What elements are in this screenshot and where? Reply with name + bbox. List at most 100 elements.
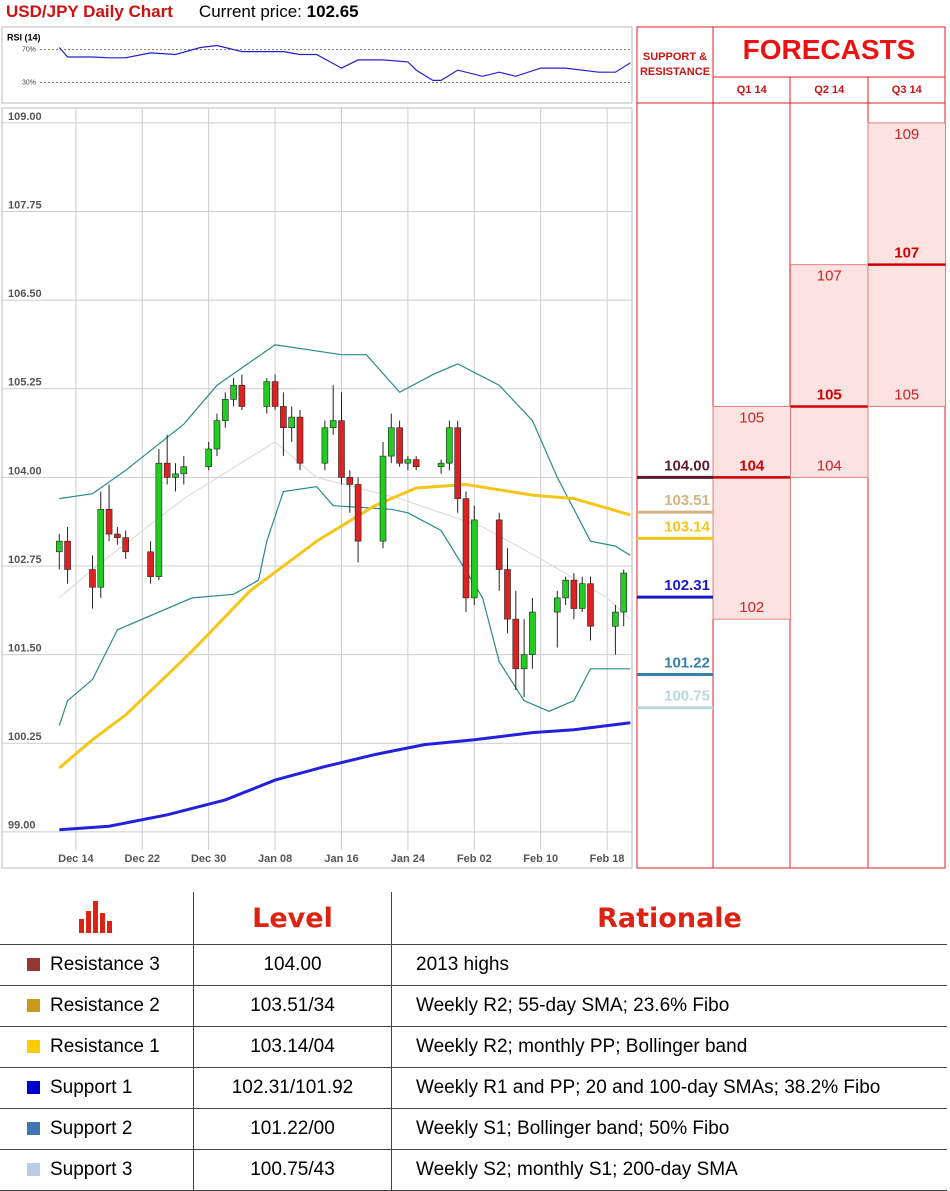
candle-body bbox=[230, 384, 237, 400]
candle-body bbox=[97, 508, 105, 588]
swatch bbox=[27, 1163, 40, 1176]
candle-body bbox=[155, 462, 163, 577]
candle-body bbox=[387, 427, 395, 457]
forecasts-title: FORECASTS bbox=[742, 34, 916, 65]
rsi-line bbox=[58, 44, 631, 81]
price-label: Current price: bbox=[198, 2, 302, 21]
x-tick-label: Jan 24 bbox=[391, 853, 426, 865]
candle-body bbox=[470, 519, 478, 599]
candle-body bbox=[454, 427, 461, 499]
candle-body bbox=[562, 579, 569, 599]
swatch bbox=[27, 958, 40, 971]
candle-body bbox=[263, 381, 271, 407]
forecast-target-label: 107 bbox=[894, 245, 919, 262]
price-frame bbox=[1, 107, 633, 869]
candle-body bbox=[163, 462, 171, 478]
level-name: Support 2 bbox=[50, 1118, 133, 1139]
icon-cell bbox=[0, 892, 194, 945]
x-tick-label: Jan 16 bbox=[324, 853, 358, 865]
swatch bbox=[27, 1122, 40, 1135]
header-cell: Level bbox=[193, 892, 392, 945]
level-cell-text: 102.31/101.92 bbox=[231, 1077, 354, 1098]
candle-body bbox=[64, 540, 71, 570]
levels-table: Level Rationale Resistance 3 104.00 2013 h… bbox=[0, 892, 947, 1191]
forecast-range bbox=[790, 264, 869, 478]
level-name: Resistance 3 bbox=[50, 954, 160, 975]
level-cell: 102.31/101.92 bbox=[193, 1067, 392, 1109]
forecast-target-label: 104 bbox=[739, 457, 765, 474]
header-cell: Rationale bbox=[391, 892, 947, 945]
current-price: 102.65 bbox=[306, 2, 359, 21]
rsi-frame bbox=[1, 26, 633, 104]
period-label: Q1 14 bbox=[737, 84, 768, 96]
levels-title: SUPPORT & RESISTANCE bbox=[639, 51, 711, 78]
candle-body bbox=[553, 597, 561, 613]
candle-body bbox=[55, 540, 63, 553]
chart-title: USD/JPY Daily Chart bbox=[6, 2, 173, 21]
x-tick-label: Dec 22 bbox=[125, 853, 160, 865]
forecast-low: 102 bbox=[739, 599, 764, 616]
candle-body bbox=[288, 416, 295, 429]
name-cell: Support 2 bbox=[0, 1108, 194, 1150]
name-cell: Resistance 1 bbox=[0, 1026, 194, 1068]
candle-body bbox=[396, 427, 403, 464]
table-row: Resistance 2 103.51/34 Weekly R2; 55-day S… bbox=[0, 985, 947, 1027]
period-label: Q2 14 bbox=[814, 84, 845, 96]
level-cell-text: 103.14/04 bbox=[250, 1036, 335, 1057]
forecast-low: 105 bbox=[894, 386, 919, 403]
chart: RSI (14) 70% 30% 99.00 100.25 101.50 102.75 10… bbox=[1, 26, 946, 869]
candle-body bbox=[462, 498, 470, 599]
forecast-low: 104 bbox=[817, 457, 842, 474]
candle-body bbox=[147, 551, 154, 577]
rationale-cell-text: Weekly S1; Bollinger band; 50% Fibo bbox=[416, 1118, 730, 1139]
table-row: Support 1 102.31/101.92 Weekly R1 and PP; … bbox=[0, 1067, 947, 1109]
candle-body bbox=[172, 473, 179, 478]
rsi-title: RSI (14) bbox=[7, 32, 41, 42]
candle-body bbox=[437, 462, 445, 468]
y-tick-label: 109.00 bbox=[8, 111, 42, 123]
level-cell-text: 101.22/00 bbox=[250, 1118, 335, 1139]
y-tick-label: 30% bbox=[22, 79, 36, 86]
x-tick-label: Dec 14 bbox=[58, 853, 94, 865]
indicator-line bbox=[58, 485, 631, 726]
rationale-cell: Weekly S1; Bollinger band; 50% Fibo bbox=[391, 1108, 947, 1150]
candle-body bbox=[238, 384, 246, 407]
swatch bbox=[27, 1081, 40, 1094]
level-cell-text: 100.75/43 bbox=[250, 1159, 335, 1180]
candle-body bbox=[529, 611, 536, 655]
level-label: 102.31 bbox=[664, 577, 710, 594]
level-cell: 104.00 bbox=[193, 944, 392, 986]
candle-body bbox=[404, 459, 412, 464]
level-label: 103.51 bbox=[664, 492, 710, 509]
candle-body bbox=[321, 427, 329, 464]
x-tick-label: Feb 10 bbox=[523, 853, 558, 865]
rationale-cell-text: Weekly R1 and PP; 20 and 100-day SMAs; 3… bbox=[416, 1077, 881, 1098]
indicator-line bbox=[58, 482, 631, 770]
table-row: Support 3 100.75/43 Weekly S2; monthly S1;… bbox=[0, 1149, 947, 1191]
candle-body bbox=[412, 459, 420, 468]
rationale-cell: 2013 highs bbox=[391, 944, 947, 986]
level-cell: 103.51/34 bbox=[193, 985, 392, 1027]
candle-body bbox=[495, 519, 503, 570]
y-tick-label: 102.75 bbox=[8, 554, 42, 566]
level-name: Support 3 bbox=[50, 1159, 133, 1180]
candle-body bbox=[578, 583, 586, 609]
table-row: Support 2 101.22/00 Weekly S1; Bollinger b… bbox=[0, 1108, 947, 1150]
level-name: Resistance 1 bbox=[50, 1036, 160, 1057]
level-name: Support 1 bbox=[50, 1077, 133, 1098]
header: USD/JPY Daily Chart Current price: 102.65 bbox=[6, 2, 359, 22]
level-label: 103.14 bbox=[664, 518, 711, 535]
rationale-cell-text: Weekly S2; monthly S1; 200-day SMA bbox=[416, 1159, 738, 1180]
candle-body bbox=[520, 654, 528, 670]
candle-body bbox=[338, 420, 345, 478]
y-tick-label: 99.00 bbox=[8, 820, 36, 832]
candle-body bbox=[122, 537, 129, 553]
candle-body bbox=[296, 416, 304, 464]
candle-body bbox=[89, 569, 96, 588]
candle-body bbox=[329, 420, 337, 429]
candle-body bbox=[114, 533, 121, 538]
name-cell: Resistance 2 bbox=[0, 985, 194, 1027]
y-tick-label: 106.50 bbox=[8, 288, 42, 300]
level-label: 101.22 bbox=[664, 654, 710, 671]
candle-body bbox=[346, 477, 354, 485]
